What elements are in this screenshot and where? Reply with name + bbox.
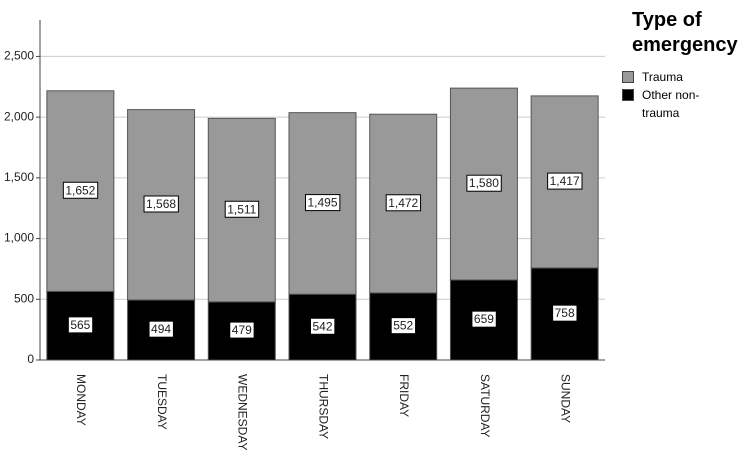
value-label: 1,417 bbox=[547, 172, 583, 190]
value-label-text: 565 bbox=[70, 318, 90, 332]
x-tick-label: SATURDAY bbox=[478, 374, 492, 438]
value-label-text: 1,652 bbox=[65, 183, 95, 197]
value-label-text: 1,417 bbox=[550, 174, 580, 188]
value-label: 1,652 bbox=[62, 181, 99, 199]
value-label-box bbox=[148, 320, 174, 338]
x-tick-label: FRIDAY bbox=[397, 374, 411, 417]
value-label-box bbox=[62, 181, 99, 199]
legend-label: Trauma bbox=[642, 70, 683, 84]
x-tick-label: WEDNESDAY bbox=[236, 374, 250, 450]
value-label-text: 1,472 bbox=[388, 196, 418, 210]
y-tick-label: 2,500 bbox=[4, 49, 34, 63]
value-label: 542 bbox=[309, 317, 336, 335]
value-label: 659 bbox=[471, 310, 497, 328]
value-label-text: 479 bbox=[232, 323, 252, 337]
legend-swatch bbox=[622, 89, 634, 101]
value-label-text: 1,495 bbox=[307, 196, 337, 210]
x-tick-label: THURSDAY bbox=[316, 374, 330, 439]
value-label-text: 1,511 bbox=[227, 202, 256, 216]
value-label-box bbox=[143, 195, 179, 213]
legend-item: Trauma bbox=[622, 68, 747, 86]
value-label-box bbox=[67, 316, 94, 334]
legend-label: Other non-trauma bbox=[642, 88, 700, 120]
value-label-box bbox=[390, 317, 417, 335]
value-label: 565 bbox=[67, 316, 94, 334]
y-tick-label: 0 bbox=[27, 352, 34, 366]
value-label-text: 1,568 bbox=[146, 197, 176, 211]
value-label-box bbox=[385, 194, 422, 212]
value-label-text: 659 bbox=[474, 312, 494, 326]
value-label-box bbox=[552, 304, 578, 322]
value-label: 1,568 bbox=[143, 195, 179, 213]
value-label-text: 552 bbox=[393, 319, 413, 333]
legend: Type of emergency Trauma Other non-trauma bbox=[622, 8, 747, 122]
value-label: 1,495 bbox=[304, 194, 341, 212]
value-label-box bbox=[471, 310, 497, 328]
y-tick-label: 1,000 bbox=[4, 231, 34, 245]
value-label-text: 758 bbox=[555, 306, 575, 320]
y-tick-label: 2,000 bbox=[4, 109, 34, 123]
value-label: 494 bbox=[148, 320, 174, 338]
value-label: 479 bbox=[229, 321, 255, 339]
legend-swatch bbox=[622, 71, 634, 83]
chart: 0 500 1,000 1,500 2,000 2,500 MONDAY TUESDAY WED… bbox=[4, 20, 605, 450]
x-tick-label: TUESDAY bbox=[155, 374, 169, 430]
y-tick-label: 500 bbox=[14, 291, 34, 305]
legend-title: Type of emergency bbox=[632, 9, 738, 56]
value-label-text: 542 bbox=[312, 319, 332, 333]
value-label: 1,511 bbox=[224, 200, 260, 218]
value-label: 1,472 bbox=[385, 194, 422, 212]
value-label-text: 1,580 bbox=[469, 176, 499, 190]
value-label-box bbox=[304, 194, 341, 212]
value-label-box bbox=[466, 174, 502, 192]
value-label: 1,580 bbox=[466, 174, 502, 192]
legend-item: Other non-trauma bbox=[622, 86, 747, 122]
value-label-box bbox=[224, 200, 260, 218]
x-tick-label: MONDAY bbox=[74, 374, 88, 426]
value-label-box bbox=[309, 317, 336, 335]
value-label-box bbox=[229, 321, 255, 339]
value-label: 552 bbox=[390, 317, 417, 335]
value-label-box bbox=[547, 172, 583, 190]
value-label-text: 494 bbox=[151, 322, 171, 336]
x-tick-label: SUNDAY bbox=[558, 374, 572, 423]
value-label: 758 bbox=[552, 304, 578, 322]
y-tick-label: 1,500 bbox=[4, 170, 34, 184]
